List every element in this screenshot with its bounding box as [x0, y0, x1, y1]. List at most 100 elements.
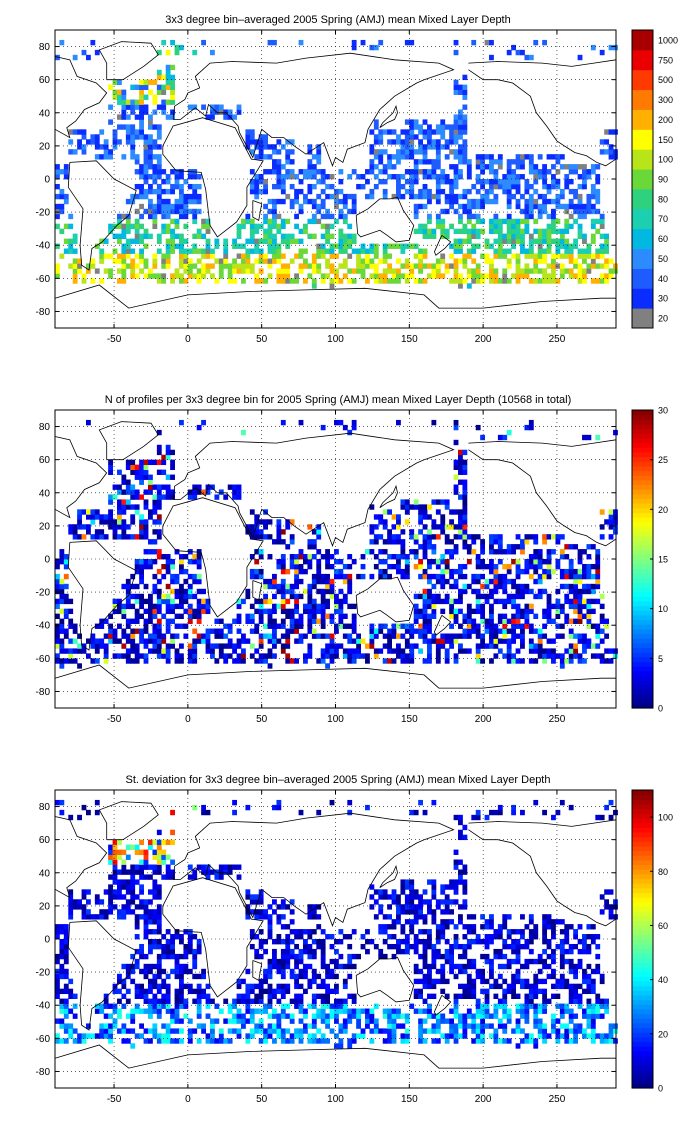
- field-cell: [143, 988, 149, 995]
- field-cell: [462, 193, 468, 200]
- field-cell: [94, 648, 100, 654]
- field-cell: [218, 1008, 224, 1014]
- field-cell: [502, 998, 508, 1004]
- field-cell: [90, 643, 96, 649]
- field-cell: [139, 988, 144, 995]
- field-cell: [130, 129, 136, 135]
- field-cell: [320, 213, 326, 220]
- field-cell: [586, 554, 592, 560]
- field-cell: [537, 1028, 543, 1034]
- field-cell: [559, 978, 565, 985]
- field-cell: [196, 608, 202, 615]
- field-cell: [586, 248, 592, 254]
- field-cell: [604, 238, 610, 244]
- field-cell: [413, 978, 419, 985]
- field-cell: [187, 193, 193, 200]
- field-cell: [506, 653, 512, 659]
- field-cell: [497, 613, 503, 619]
- field-cell: [280, 164, 286, 170]
- field-cell: [156, 1003, 162, 1009]
- field-cell: [515, 174, 521, 180]
- field-cell: [489, 1023, 494, 1029]
- field-cell: [422, 228, 428, 235]
- field-cell: [192, 643, 198, 649]
- field-cell: [139, 183, 144, 190]
- colorbar-swatch: [632, 661, 653, 667]
- field-cell: [480, 154, 486, 160]
- field-cell: [214, 258, 220, 264]
- field-cell: [303, 633, 308, 639]
- field-cell: [373, 154, 379, 160]
- field-cell: [311, 164, 317, 170]
- field-cell: [471, 203, 477, 210]
- field-cell: [196, 613, 202, 619]
- field-cell: [382, 188, 388, 195]
- field-cell: [156, 159, 162, 165]
- field-cell: [311, 203, 317, 210]
- field-cell: [289, 608, 295, 615]
- field-cell: [232, 1013, 237, 1019]
- field-cell: [382, 1028, 388, 1034]
- field-cell: [431, 948, 437, 955]
- field-cell: [117, 524, 122, 530]
- field-cell: [254, 193, 260, 200]
- field-cell: [227, 1038, 233, 1044]
- field-cell: [165, 253, 171, 259]
- field-cell: [161, 953, 167, 960]
- chart-svg: -50 0 50 100 150 200 250806040200-20-40-60-800…: [36, 406, 668, 726]
- field-cell: [387, 1028, 392, 1034]
- field-cell: [187, 1033, 193, 1039]
- field-cell: [427, 643, 432, 649]
- field-cell: [134, 263, 140, 269]
- field-cell: [559, 568, 565, 575]
- field-cell: [378, 648, 384, 654]
- field-cell: [502, 248, 508, 254]
- field-cell: [143, 583, 149, 590]
- field-cell: [161, 978, 167, 985]
- field-cell: [373, 119, 379, 125]
- field-cell: [285, 643, 291, 649]
- field-cell: [263, 633, 268, 639]
- field-cell: [130, 489, 136, 495]
- field-cell: [546, 603, 552, 610]
- field-cell: [267, 1028, 273, 1034]
- field-cell: [161, 653, 167, 659]
- field-cell: [316, 633, 322, 639]
- field-cell: [117, 1013, 122, 1019]
- field-cell: [276, 588, 282, 595]
- field-cell: [170, 1038, 175, 1044]
- field-cell: [422, 534, 428, 540]
- field-cell: [466, 203, 472, 210]
- field-cell: [156, 598, 162, 605]
- field-cell: [125, 534, 131, 540]
- field-cell: [263, 593, 268, 600]
- field-cell: [573, 588, 579, 595]
- field-cell: [502, 1023, 508, 1029]
- field-cell: [418, 203, 423, 210]
- field-cell: [165, 648, 171, 654]
- field-cell: [77, 268, 82, 274]
- field-cell: [382, 509, 388, 515]
- field-cell: [391, 193, 397, 200]
- field-cell: [267, 1033, 273, 1039]
- field-cell: [63, 238, 69, 244]
- field-cell: [316, 993, 322, 999]
- field-cell: [444, 598, 450, 605]
- field-cell: [493, 268, 499, 274]
- field-cell: [462, 278, 468, 284]
- colorbar-swatch: [632, 470, 653, 476]
- field-cell: [546, 559, 552, 565]
- field-cell: [515, 159, 521, 165]
- field-cell: [542, 228, 548, 235]
- field-cell: [440, 258, 446, 264]
- field-cell: [586, 268, 592, 274]
- colorbar-swatch: [632, 568, 653, 574]
- field-cell: [391, 514, 397, 520]
- field-cell: [143, 243, 149, 249]
- field-cell: [121, 608, 127, 615]
- field-cell: [311, 998, 317, 1004]
- field-cell: [466, 608, 472, 615]
- field-cell: [382, 623, 388, 629]
- field-cell: [325, 973, 330, 980]
